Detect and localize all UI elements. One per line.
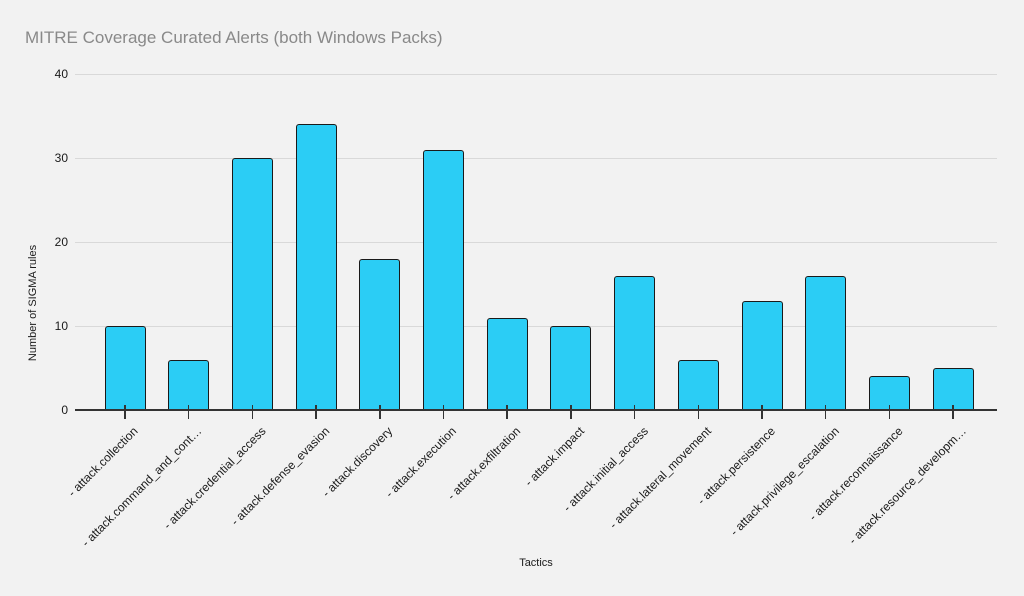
bar-attack-resource-developm[interactable] [932,368,974,410]
x-tick [251,405,254,419]
bar-attack-impact[interactable] [550,326,592,410]
bar-attack-credential-access[interactable] [231,158,273,410]
bar-attack-persistence[interactable] [741,300,783,410]
x-tick [697,405,700,419]
y-tick-label: 30 [54,151,68,165]
gridline-10 [75,326,997,327]
x-tick-label: - attack.resource_developm… [845,424,970,548]
y-tick-label: 0 [61,403,68,417]
x-tick [761,405,763,419]
bar-attack-collection[interactable] [104,326,146,410]
x-tick-label: - attack.impact [521,424,587,490]
x-tick [442,405,445,419]
x-tick-label: - attack.privilege_escalation [726,424,842,539]
x-tick-label: - attack.lateral_movement [606,424,715,532]
bar-attack-execution[interactable] [423,149,464,410]
x-tick-label: - attack.command_and_cont… [79,424,205,550]
y-tick-label: 40 [54,67,68,81]
chart-title: MITRE Coverage Curated Alerts (both Wind… [25,28,443,47]
gridline-30 [75,158,997,159]
bar-attack-lateral-movement[interactable] [677,359,719,410]
bar-attack-command-and-cont[interactable] [168,359,210,410]
x-tick [187,405,190,419]
x-tick [824,405,827,419]
y-axis-title: Number of SIGMA rules [27,244,39,362]
bar-attack-initial-access[interactable] [614,275,656,410]
gridline-20 [75,242,997,243]
gridline-40 [75,74,997,75]
x-tick [570,405,572,419]
y-tick-label: 20 [54,235,68,249]
x-axis-title: Tactics [519,557,553,569]
x-axis-line [75,409,997,411]
x-tick [315,405,317,419]
bar-attack-defense-evasion[interactable] [295,124,337,410]
bar-attack-discovery[interactable] [359,258,401,410]
x-tick [633,405,636,419]
y-tick-label: 10 [54,319,68,333]
x-tick [888,405,891,419]
x-tick [506,405,508,419]
x-tick [124,405,126,419]
x-tick [952,405,954,419]
bar-attack-exfiltration[interactable] [486,317,528,410]
bar-attack-privilege-escalation[interactable] [805,275,847,410]
bar-attack-reconnaissance[interactable] [868,376,910,410]
x-tick [379,405,381,419]
